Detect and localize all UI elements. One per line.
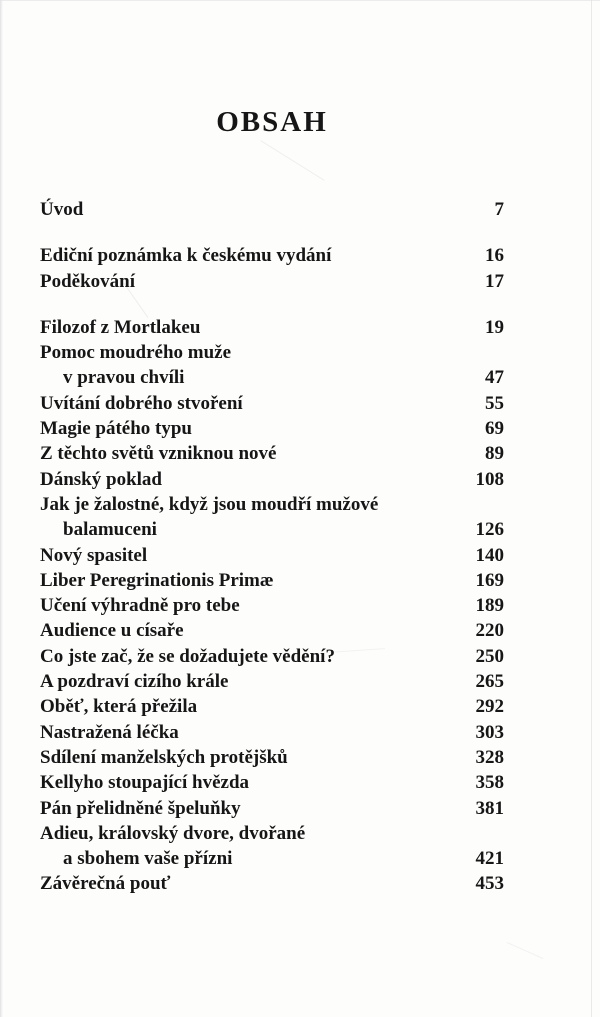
toc-entry: Učení výhradně pro tebe 189 <box>40 593 504 618</box>
toc-entry-page-number: 169 <box>475 569 505 591</box>
toc-entry-page-number: 16 <box>485 245 504 267</box>
toc-entry: Nový spasitel 140 <box>40 543 504 568</box>
toc-entry-title: Dánský poklad <box>40 468 162 490</box>
scan-edge-right <box>591 0 592 1017</box>
toc-entry-page-number: 7 <box>494 199 505 220</box>
toc-entry-title: Nový spasitel <box>40 544 148 566</box>
toc-entry-title: Pán přelidněné špeluňky <box>40 797 241 819</box>
toc-entry-title: Co jste zač, že se dožadujete vědění? <box>40 645 335 667</box>
toc-entry: Magie pátého typu 69 <box>40 416 504 441</box>
toc-entry-title: Adieu, královský dvore, dvořané <box>40 822 306 844</box>
toc-entry: Oběť, která přežila 292 <box>40 694 504 719</box>
toc-entry-title-continuation: balamuceni <box>63 519 157 541</box>
scan-edge-left <box>0 0 3 1017</box>
toc-entry-title: Sdílení manželských protějšků <box>40 746 288 768</box>
scan-artifact <box>506 941 544 960</box>
toc-entry-page-number: 140 <box>475 544 505 566</box>
toc-entry-title-continuation: v pravou chvíli <box>63 367 185 389</box>
toc-entry: Závěrečná pouť 453 <box>40 871 504 896</box>
toc-entry-page-number: 453 <box>475 873 505 895</box>
toc-entry-title: Ediční poznámka k českému vydání <box>40 245 332 267</box>
toc-entry: Audience u císaře 220 <box>40 618 504 643</box>
page-title: OBSAH <box>216 106 328 139</box>
toc-entry: Sdílení manželských protějšků 328 <box>40 745 504 770</box>
toc-entry-title: Z těchto světů vzniknou nové <box>40 443 277 465</box>
toc-entry-title-continuation: a sbohem vaše přízni <box>63 848 233 870</box>
toc-entry-title: Liber Peregrinationis Primæ <box>40 569 274 591</box>
toc-entry-title: Filozof z Mortlakeu <box>40 316 201 338</box>
toc-entry: A pozdraví cizího krále 265 <box>40 669 504 694</box>
toc-entry: Adieu, královský dvore, dvořané a sbohem… <box>40 821 504 872</box>
toc-entry: Poděkování 17 <box>40 269 504 294</box>
toc-entry-title: Jak je žalostné, když jsou moudří mužové <box>40 493 379 515</box>
toc-entry: Co jste zač, že se dožadujete vědění? 25… <box>40 644 504 669</box>
toc-entry: Z těchto světů vzniknou nové 89 <box>40 441 504 466</box>
toc-entry-page-number: 328 <box>475 746 505 768</box>
toc-entry: Nastražená léčka 303 <box>40 720 504 745</box>
toc-entry: Dánský poklad 108 <box>40 467 504 492</box>
toc-entry-page-number: 47 <box>485 367 504 389</box>
toc-entry-page-number: 421 <box>475 848 505 870</box>
toc-entry-page-number: 250 <box>475 645 505 667</box>
scan-artifact <box>260 140 325 181</box>
toc-entry: Pán přelidněné špeluňky 381 <box>40 796 504 821</box>
toc-entry-page-number: 17 <box>485 270 504 292</box>
toc-entry-page-number: 55 <box>485 392 504 414</box>
toc-entry-title: Úvod <box>40 199 84 220</box>
toc-entry-page-number: 358 <box>475 772 505 794</box>
table-of-contents: Úvod 7 Ediční poznámka k českému vydání … <box>40 197 504 897</box>
scan-edge-top <box>0 0 600 1</box>
toc-entry-page-number: 265 <box>475 671 505 693</box>
toc-entry-page-number: 19 <box>485 316 504 338</box>
toc-entry: Jak je žalostné, když jsou moudří mužové… <box>40 492 504 543</box>
toc-entry: Kellyho stoupající hvězda 358 <box>40 770 504 795</box>
toc-entry-page-number: 220 <box>475 620 505 642</box>
toc-entry-page-number: 108 <box>475 468 505 490</box>
toc-entry-title: Poděkování <box>40 270 136 292</box>
toc-entry: Uvítání dobrého stvoření 55 <box>40 391 504 416</box>
toc-entry-title: Audience u císaře <box>40 620 184 642</box>
toc-entry-title: Závěrečná pouť <box>40 873 171 895</box>
toc-entry: Liber Peregrinationis Primæ 169 <box>40 568 504 593</box>
toc-entry-title: Učení výhradně pro tebe <box>40 595 240 617</box>
toc-entry-title: Magie pátého typu <box>40 418 192 440</box>
toc-entry-page-number: 89 <box>485 443 504 465</box>
toc-entry-page-number: 189 <box>475 595 505 617</box>
toc-entry-title: Oběť, která přežila <box>40 696 198 718</box>
toc-entry: Pomoc moudrého muže v pravou chvíli 47 <box>40 340 504 391</box>
toc-entry-title: Pomoc moudrého muže <box>40 342 232 364</box>
toc-entry-title: A pozdraví cizího krále <box>40 671 229 693</box>
toc-entry: Úvod 7 <box>40 197 504 222</box>
toc-entry-page-number: 381 <box>475 797 505 819</box>
toc-entry: Ediční poznámka k českému vydání 16 <box>40 243 504 268</box>
toc-entry-page-number: 126 <box>475 519 505 541</box>
toc-entry-title: Nastražená léčka <box>40 721 179 743</box>
toc-entry-page-number: 303 <box>475 721 505 743</box>
toc-entry-title: Uvítání dobrého stvoření <box>40 392 243 414</box>
toc-entry-page-number: 69 <box>485 418 504 440</box>
toc-entry: Filozof z Mortlakeu 19 <box>40 315 504 340</box>
toc-entry-page-number: 292 <box>475 696 505 718</box>
toc-entry-title: Kellyho stoupající hvězda <box>40 772 250 794</box>
